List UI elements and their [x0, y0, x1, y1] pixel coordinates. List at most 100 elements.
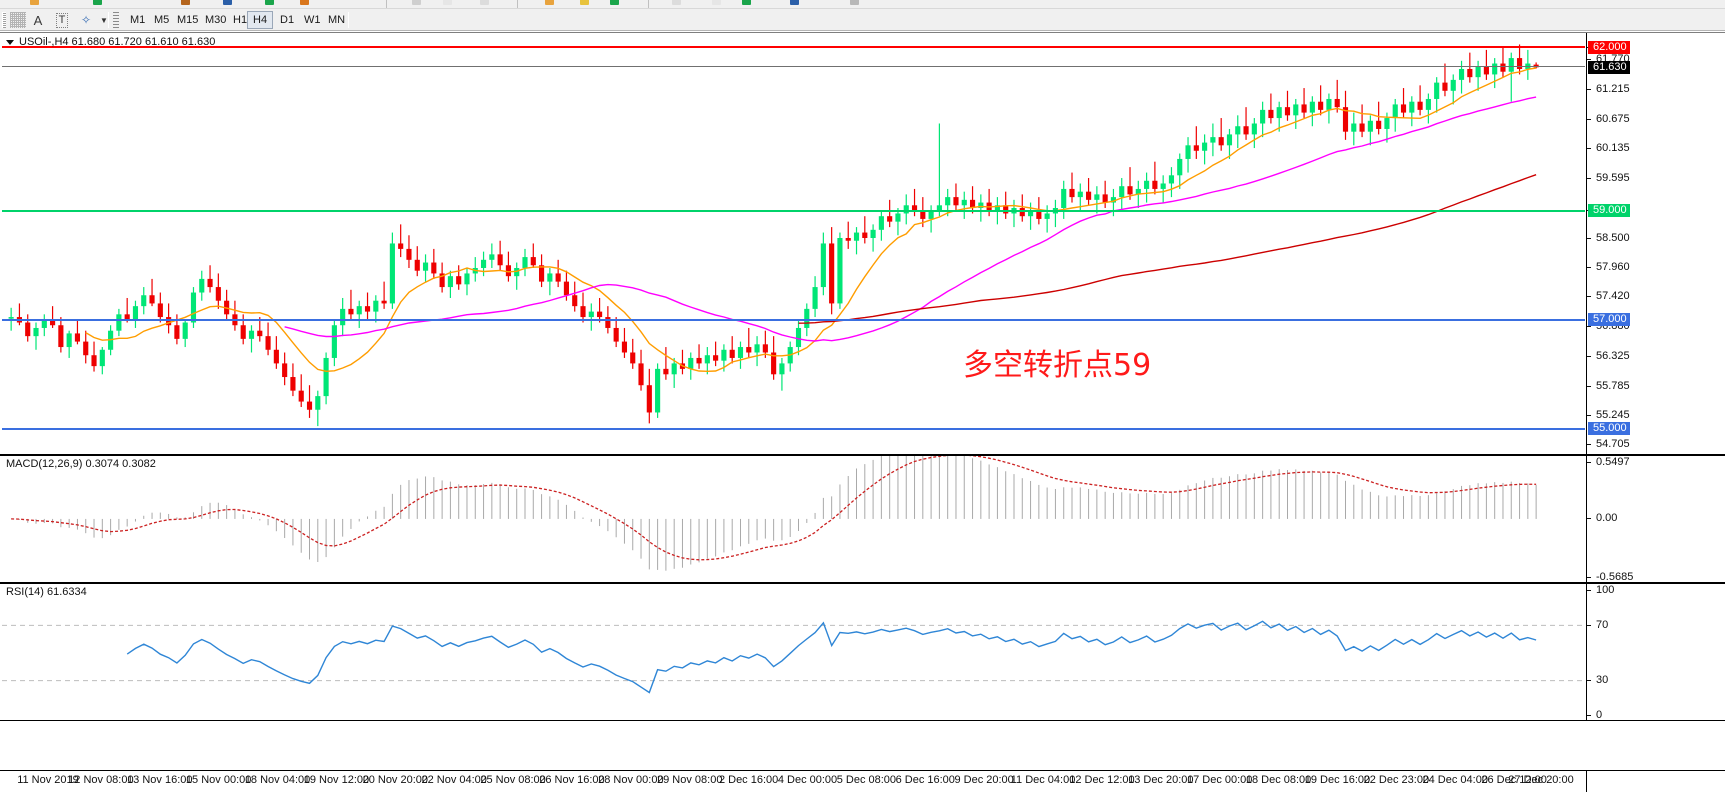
price-pane[interactable]: USOil-,H4 61.680 61.720 61.610 61.630 多空…: [0, 33, 1725, 455]
crosshair-icon[interactable]: [10, 12, 26, 28]
timeframe-d1[interactable]: D1: [280, 14, 295, 26]
price-candles: [8, 44, 1539, 427]
toolbar-stub-icon[interactable]: [790, 0, 799, 5]
macd-axis-tick: 0.00: [1587, 512, 1725, 525]
top-toolbar-stub: [0, 0, 1725, 9]
price-level-label: 61.630: [1588, 60, 1630, 74]
macd-y-axis[interactable]: 0.5497 0.00 -0.5685: [1586, 456, 1725, 582]
macd-plot[interactable]: [2, 456, 1585, 582]
timeframe-m30[interactable]: M30: [205, 14, 227, 26]
price-axis-tick: 55.245: [1587, 409, 1725, 422]
toolbar-stub-icon[interactable]: [412, 0, 421, 5]
price-plot[interactable]: [2, 33, 1585, 454]
price-axis-tick: 54.705: [1587, 438, 1725, 451]
time-axis-tick: 28 Nov 00:00: [598, 774, 664, 786]
symbol-header: USOil-,H4 61.680 61.720 61.610 61.630: [6, 36, 215, 48]
price-axis-tick: 61.215: [1587, 83, 1725, 96]
price-level-line: [2, 209, 1585, 212]
time-axis-tick: 19 Dec 16:00: [1304, 774, 1371, 786]
toolbar-stub-icon[interactable]: [443, 0, 452, 5]
time-axis-tick: 5 Dec 08:00: [836, 774, 897, 786]
macd-axis-tick: -0.5685: [1587, 571, 1725, 582]
price-axis-tick: 55.785: [1587, 380, 1725, 393]
time-axis-tick: 11 Nov 2019: [17, 774, 79, 786]
price-level-label: 57.000: [1588, 313, 1630, 327]
time-axis-tick: 15 Nov 00:00: [185, 774, 252, 786]
toolbar-stub-icon[interactable]: [93, 0, 102, 5]
timeframe-m15[interactable]: M15: [177, 14, 199, 26]
price-axis-tick: 58.500: [1587, 232, 1725, 245]
toolbar-stub-icon[interactable]: [850, 0, 859, 5]
time-axis-tick: 12 Nov 08:00: [68, 774, 134, 786]
price-level-label: 55.000: [1588, 422, 1630, 436]
toolbar-grip[interactable]: [2, 12, 6, 28]
timeframe-h4[interactable]: H4: [247, 11, 274, 29]
time-axis-tick: 13 Nov 16:00: [127, 774, 193, 786]
time-axis-tick: 2 Dec 16:00: [718, 774, 779, 786]
time-axis-tick: 19 Nov 12:00: [303, 774, 370, 786]
rsi-axis-tick: 0: [1587, 709, 1725, 720]
price-level-label: 59.000: [1588, 204, 1630, 218]
timeframe-mn[interactable]: MN: [328, 14, 346, 26]
toolbar-stub-icon[interactable]: [300, 0, 309, 5]
chevron-down-icon[interactable]: [6, 39, 14, 45]
rsi-axis-tick: 30: [1587, 674, 1725, 687]
toolbar-stub-icon[interactable]: [545, 0, 554, 5]
macd-axis-tick: 0.5497: [1587, 456, 1725, 469]
time-axis-tick: 29 Nov 08:00: [657, 774, 723, 786]
toolbar-stub-icon[interactable]: [580, 0, 589, 5]
price-level-line: [2, 318, 1585, 321]
time-axis-tick: 4 Dec 00:00: [777, 774, 838, 786]
toolbar-stub-icon[interactable]: [181, 0, 190, 5]
chart-area[interactable]: USOil-,H4 61.680 61.720 61.610 61.630 多空…: [0, 32, 1725, 770]
time-axis-tick: 9 Dec 20:00: [954, 774, 1014, 786]
price-axis-tick: 60.675: [1587, 113, 1725, 126]
timeframe-m1[interactable]: M1: [130, 14, 146, 26]
rsi-y-axis[interactable]: 100 70 30 0: [1586, 584, 1725, 720]
macd-header: MACD(12,26,9) 0.3074 0.3082: [6, 458, 156, 470]
timeframe-m5[interactable]: M5: [154, 14, 170, 26]
toolbar-stub-icon[interactable]: [480, 0, 489, 5]
timeframe-w1[interactable]: W1: [304, 14, 321, 26]
price-axis-tick: 57.420: [1587, 290, 1725, 303]
rsi-axis-tick: 70: [1587, 619, 1725, 632]
rsi-axis-tick: 100: [1587, 584, 1725, 597]
toolbar-stub-icon[interactable]: [742, 0, 751, 5]
objects-dropdown-icon[interactable]: ▼: [100, 15, 108, 25]
macd-series: [11, 456, 1537, 571]
time-axis-tick: 18 Dec 08:00: [1245, 774, 1312, 786]
time-axis-tick: 11 Dec 04:00: [1010, 774, 1076, 786]
ruler-icon[interactable]: [113, 12, 119, 28]
time-axis-tick: 22 Nov 04:00: [421, 774, 487, 786]
price-level-line: [2, 46, 1585, 49]
rsi-plot[interactable]: [2, 584, 1585, 720]
price-level-line: [2, 66, 1585, 68]
text-box-icon[interactable]: T: [52, 11, 72, 29]
rsi-pane[interactable]: RSI(14) 61.6334 100 70 30 0: [0, 583, 1725, 721]
toolbar-stub-icon[interactable]: [223, 0, 232, 5]
time-axis-tick: 25 Nov 08:00: [480, 774, 546, 786]
timeframe-h1[interactable]: H1: [233, 14, 248, 26]
time-axis-tick: 24 Dec 04:00: [1422, 774, 1488, 786]
time-axis-tick: 13 Dec 20:00: [1128, 774, 1194, 786]
toolbar-stub-icon[interactable]: [712, 0, 721, 5]
symbol-ohlc-text: USOil-,H4 61.680 61.720 61.610 61.630: [19, 36, 216, 48]
price-level-line: [2, 427, 1585, 430]
toolbar-stub-icon[interactable]: [30, 0, 39, 5]
time-axis[interactable]: 11 Nov 2019 12 Nov 08:00 13 Nov 16:00 15 No…: [0, 770, 1725, 792]
price-level-label: 62.000: [1588, 40, 1630, 54]
price-y-axis[interactable]: 62.00061.77061.21560.67560.13559.59559.0…: [1586, 33, 1725, 454]
toolbar-stub-icon[interactable]: [610, 0, 619, 5]
chart-toolbar: A T ✧ ▼ M1 M5 M15 M30 H1 H4 D1 W1 MN: [0, 9, 1725, 31]
time-axis-tick: 17 Dec 00:00: [1186, 774, 1253, 786]
rsi-series: [2, 620, 1585, 694]
time-axis-tick: 27 Dec 20:00: [1508, 774, 1574, 786]
rsi-header: RSI(14) 61.6334: [6, 586, 87, 598]
text-label-icon[interactable]: A: [33, 12, 43, 28]
price-axis-tick: 59.595: [1587, 172, 1725, 185]
toolbar-stub-icon[interactable]: [265, 0, 274, 5]
time-axis-tick: 18 Nov 04:00: [244, 774, 311, 786]
objects-icon[interactable]: ✧: [80, 13, 92, 27]
toolbar-stub-icon[interactable]: [672, 0, 681, 5]
macd-pane[interactable]: MACD(12,26,9) 0.3074 0.3082 0.5497 0.00 -0…: [0, 455, 1725, 583]
